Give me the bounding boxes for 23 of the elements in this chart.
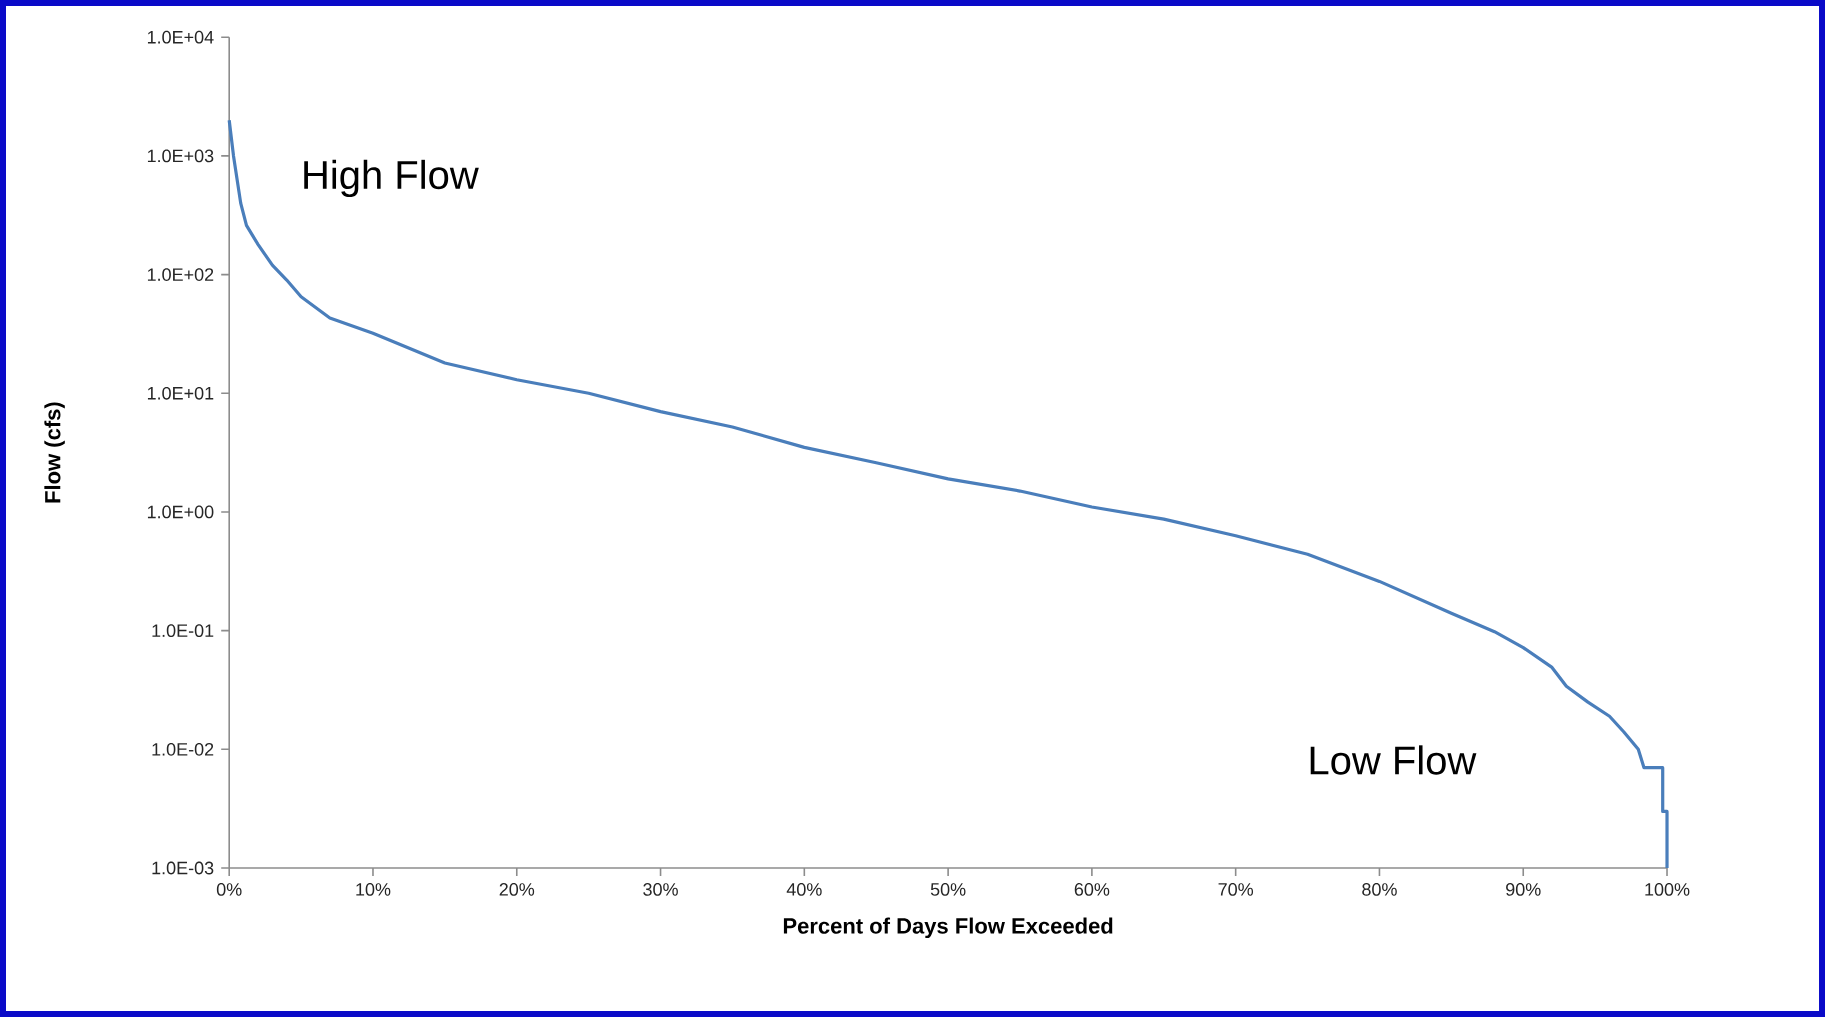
y-tick-label: 1.0E-01 — [152, 624, 214, 638]
annotation: High Flow — [304, 159, 479, 198]
y-axis-title: Flow (cfs) — [44, 402, 65, 503]
x-tick-label: 10% — [356, 883, 391, 896]
x-tick-label: 40% — [786, 883, 822, 896]
y-tick-label: 1.0E+04 — [147, 30, 214, 44]
x-tick-label: 50% — [930, 883, 966, 896]
x-tick-label: 80% — [1362, 883, 1397, 896]
x-tick-label: 20% — [499, 883, 535, 896]
x-tick-label: 100% — [1645, 883, 1690, 896]
annotation: Low Flow — [1310, 745, 1477, 775]
x-tick-label: 70% — [1218, 883, 1254, 896]
y-tick-label: 1.0E+02 — [147, 268, 214, 281]
x-tick-label: 90% — [1506, 883, 1541, 896]
y-tick-label: 1.0E+01 — [147, 386, 214, 400]
x-axis-title: Percent of Days Flow Exceeded — [783, 917, 1113, 939]
x-tick-label: 0% — [216, 883, 242, 896]
y-tick-label: 1.0E-02 — [152, 742, 214, 756]
y-tick-label: 1.0E+00 — [147, 505, 214, 519]
y-tick-label: 1.0E+03 — [147, 149, 214, 163]
x-tick-label: 60% — [1074, 883, 1110, 896]
x-tick-label: 30% — [643, 883, 678, 896]
y-tick-label: 1.0E-03 — [152, 861, 214, 875]
